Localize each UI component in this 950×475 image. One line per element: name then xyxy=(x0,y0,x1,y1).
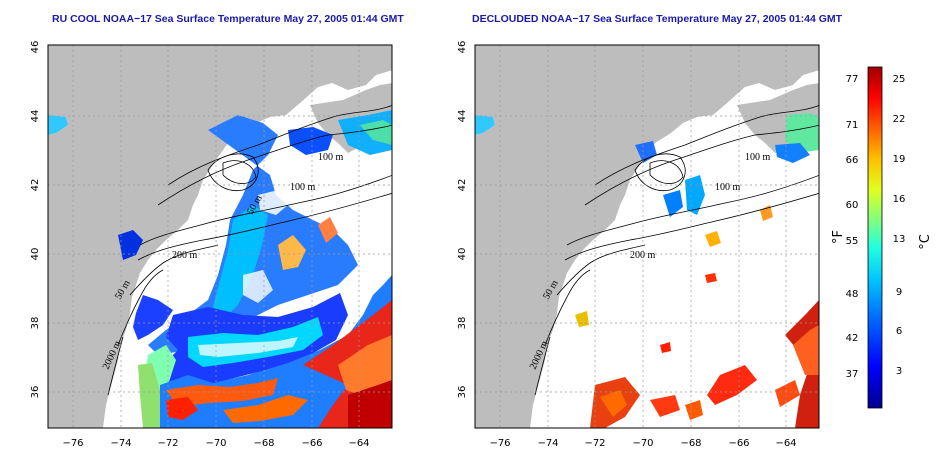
graticule-declouded xyxy=(475,45,819,428)
colorbar: 77 71 66 60 55 48 42 37 25 22 19 16 13 9… xyxy=(831,66,933,409)
contour-label: 100 m xyxy=(318,152,344,163)
panel-title-declouded: DECLOUDED NOAA−17 Sea Surface Temperatur… xyxy=(472,13,843,25)
x-tick-label: −66 xyxy=(728,438,749,449)
x-tick-label: −72 xyxy=(157,438,178,449)
fahrenheit-tick-label: 42 xyxy=(846,333,859,344)
celsius-tick-label: 13 xyxy=(893,234,906,245)
y-tick-label: 46 xyxy=(457,41,468,54)
y-axis-declouded: 36 38 40 42 44 46 xyxy=(457,41,468,399)
fahrenheit-tick-label: 66 xyxy=(846,155,859,166)
contour-label: 200 m xyxy=(172,250,198,261)
fahrenheit-tick-label: 60 xyxy=(846,200,859,211)
fahrenheit-tick-label: 55 xyxy=(846,236,859,247)
fahrenheit-ticks: 77 71 66 60 55 48 42 37 xyxy=(846,74,859,380)
y-tick-label: 44 xyxy=(30,110,41,123)
contour-label: 100 m xyxy=(290,182,316,193)
y-tick-label: 36 xyxy=(30,386,41,399)
contour-label: 200 m xyxy=(630,250,656,261)
y-axis-raw: 36 38 40 42 44 46 xyxy=(30,41,41,399)
y-tick-label: 38 xyxy=(30,317,41,330)
celsius-unit-label: °C xyxy=(918,234,933,250)
celsius-tick-label: 9 xyxy=(896,287,902,298)
x-tick-label: −76 xyxy=(489,438,510,449)
y-tick-label: 40 xyxy=(30,248,41,261)
y-tick-label: 40 xyxy=(457,248,468,261)
x-tick-label: −70 xyxy=(632,438,653,449)
x-tick-label: −66 xyxy=(301,438,322,449)
celsius-tick-label: 3 xyxy=(896,366,902,377)
celsius-tick-label: 22 xyxy=(893,114,906,125)
y-tick-label: 46 xyxy=(30,41,41,54)
x-axis-declouded: −76 −74 −72 −70 −68 −66 −64 xyxy=(489,438,796,449)
x-tick-label: −64 xyxy=(775,438,796,449)
x-tick-label: −68 xyxy=(253,438,274,449)
x-tick-label: −74 xyxy=(537,438,558,449)
y-tick-label: 42 xyxy=(30,179,41,192)
x-tick-label: −76 xyxy=(62,438,83,449)
sst-field-raw xyxy=(48,110,392,428)
fahrenheit-tick-label: 77 xyxy=(846,74,859,85)
celsius-tick-label: 16 xyxy=(893,194,906,205)
x-tick-label: −74 xyxy=(110,438,131,449)
fahrenheit-tick-label: 71 xyxy=(846,120,859,131)
x-tick-label: −68 xyxy=(680,438,701,449)
celsius-tick-label: 25 xyxy=(893,74,906,85)
fahrenheit-unit-label: °F xyxy=(831,230,846,244)
fahrenheit-tick-label: 48 xyxy=(846,289,859,300)
y-tick-label: 42 xyxy=(457,179,468,192)
celsius-ticks: 25 22 19 16 13 9 6 3 xyxy=(893,74,906,377)
graticule-raw xyxy=(48,45,392,428)
celsius-tick-label: 6 xyxy=(896,326,902,337)
fahrenheit-tick-label: 37 xyxy=(846,369,859,380)
x-tick-label: −70 xyxy=(205,438,226,449)
celsius-tick-label: 19 xyxy=(893,154,906,165)
panel-declouded: DECLOUDED NOAA−17 Sea Surface Temperatur… xyxy=(457,13,843,449)
contour-label: 100 m xyxy=(745,152,771,163)
x-tick-label: −72 xyxy=(584,438,605,449)
sst-field-declouded xyxy=(475,113,819,428)
panel-raw: RU COOL NOAA−17 Sea Surface Temperature … xyxy=(30,13,404,449)
y-tick-label: 36 xyxy=(457,386,468,399)
y-tick-label: 38 xyxy=(457,317,468,330)
map-declouded: 100 m 100 m 200 m 50 m 2000 m xyxy=(475,45,819,428)
colorbar-scale xyxy=(867,66,883,409)
contour-label: 100 m xyxy=(715,182,741,193)
panel-title-raw: RU COOL NOAA−17 Sea Surface Temperature … xyxy=(52,13,404,25)
y-tick-label: 44 xyxy=(457,110,468,123)
x-axis-raw: −76 −74 −72 −70 −68 −66 −64 xyxy=(62,438,369,449)
map-raw: 100 m 100 m 50 m 200 m 50 m 2000 m xyxy=(48,45,392,428)
x-tick-label: −64 xyxy=(348,438,369,449)
